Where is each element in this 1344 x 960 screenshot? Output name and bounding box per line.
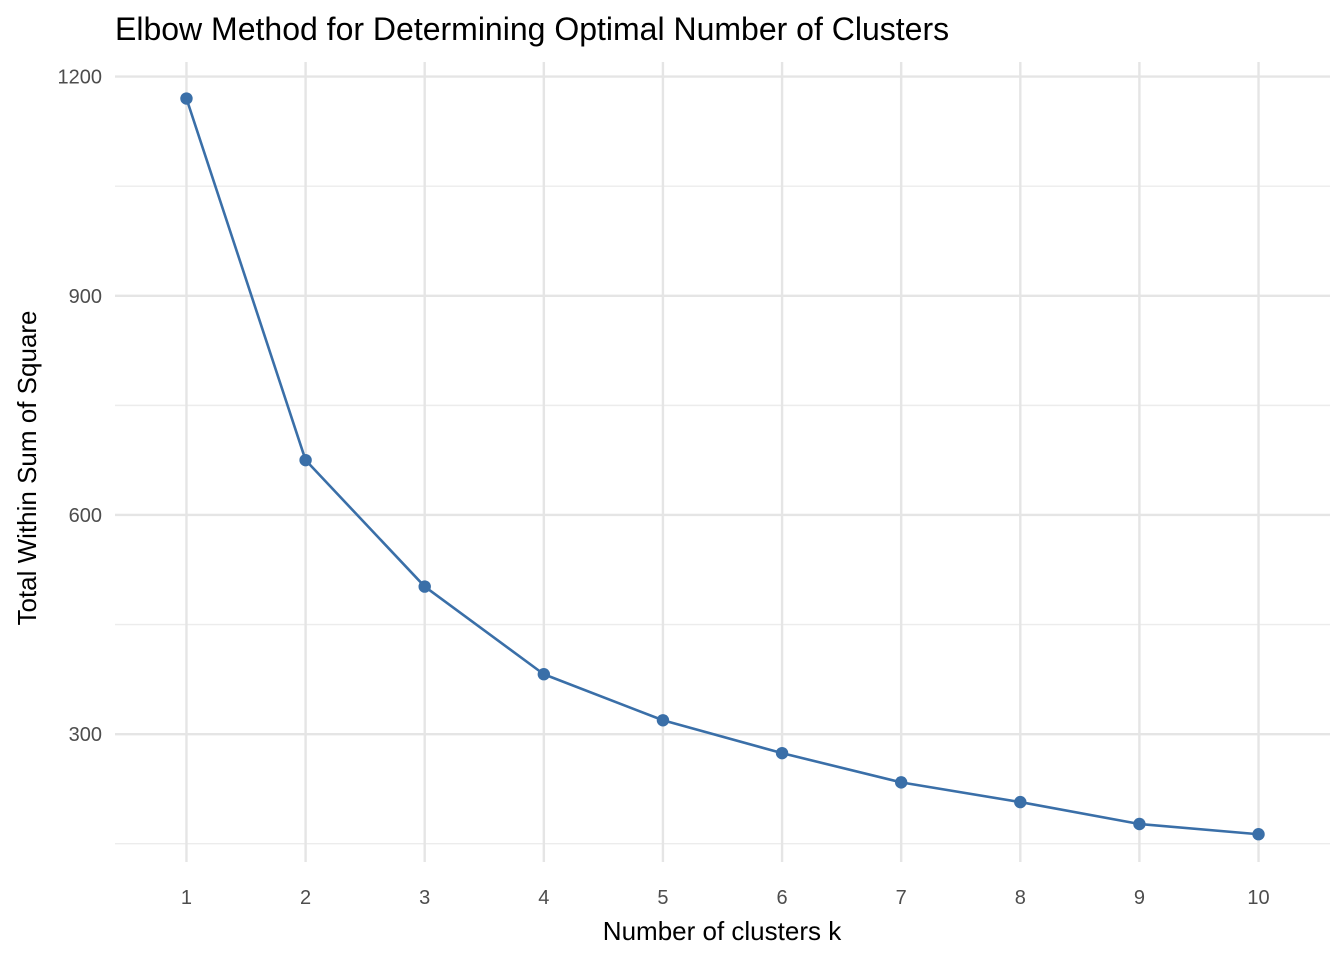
data-point xyxy=(299,453,312,467)
x-tick-label: 1 xyxy=(181,887,192,909)
data-point xyxy=(894,776,908,789)
y-tick-label: 600 xyxy=(69,505,102,527)
x-axis-title: Number of clusters k xyxy=(603,916,842,946)
y-tick-label: 300 xyxy=(69,724,102,746)
x-tick-label: 5 xyxy=(657,887,668,909)
x-tick-label: 6 xyxy=(776,887,787,909)
grid xyxy=(115,62,1330,862)
data-point xyxy=(180,92,193,105)
data-point xyxy=(537,668,551,681)
data-point xyxy=(1133,817,1146,831)
data-point xyxy=(418,580,431,593)
data-point xyxy=(1014,795,1027,809)
x-tick-label: 2 xyxy=(300,887,311,909)
series-polyline xyxy=(185,98,1259,836)
x-tick-labels: 1 2 3 4 5 6 7 8 9 10 xyxy=(181,887,1270,909)
y-tick-label: 1200 xyxy=(58,67,103,89)
x-tick-label: 9 xyxy=(1134,887,1145,909)
series-line xyxy=(185,98,1259,836)
x-tick-label: 8 xyxy=(1015,887,1026,909)
data-point xyxy=(656,714,670,727)
x-tick-label: 7 xyxy=(896,887,907,909)
x-tick-label: 10 xyxy=(1247,887,1269,909)
data-points xyxy=(180,92,1265,841)
y-tick-label: 900 xyxy=(69,286,102,308)
data-point xyxy=(1252,828,1265,841)
x-tick-label: 3 xyxy=(419,887,430,909)
x-tick-label: 4 xyxy=(538,887,549,909)
chart-title: Elbow Method for Determining Optimal Num… xyxy=(115,11,949,47)
data-point xyxy=(775,746,789,760)
y-axis-title: Total Within Sum of Square xyxy=(12,310,42,625)
y-tick-labels: 300 600 900 1200 xyxy=(58,67,103,747)
